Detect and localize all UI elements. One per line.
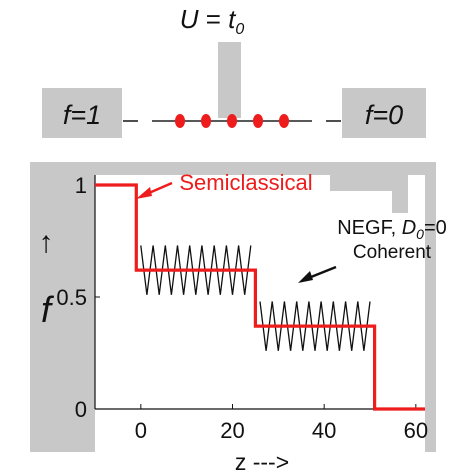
device-schematic: U = t0 f=1 f=0 <box>42 4 426 138</box>
channel-dot <box>279 114 289 128</box>
x-tick-label: 60 <box>404 418 428 443</box>
x-tick-label: 20 <box>220 418 244 443</box>
right-contact-shadow <box>330 175 408 191</box>
coherent-annotation: Coherent <box>353 242 432 263</box>
semiclassical-series-line <box>95 183 425 411</box>
negf-annotation: NEGF, D0=0 <box>337 217 447 242</box>
channel-dot <box>253 114 263 128</box>
negf-series-segment-2 <box>259 301 371 351</box>
semiclassical-annotation: Semiclassical <box>179 170 312 195</box>
x-tick-label: 40 <box>312 418 336 443</box>
x-axis-label: z ---> <box>235 449 289 473</box>
y-axis-arrow: ↑ <box>39 226 54 259</box>
negf-series-segment-1 <box>140 245 252 295</box>
right-contact <box>342 88 426 138</box>
left-contact <box>42 88 122 138</box>
channel-dots <box>175 114 289 128</box>
left-contact-label: f=1 <box>63 100 101 130</box>
semiclassical-arrowhead <box>136 187 152 199</box>
plot-area <box>95 175 425 410</box>
channel-dot <box>227 114 237 128</box>
chart: 0 20 40 60 0 0.5 1 <box>56 173 428 443</box>
right-contact-shadow-side <box>392 175 408 213</box>
potential-barrier <box>218 42 241 118</box>
x-axis-strip <box>95 410 425 455</box>
y-tick-label: 0.5 <box>56 285 87 310</box>
potential-label: U = t0 <box>180 4 245 38</box>
x-tick-label: 0 <box>135 418 147 443</box>
coherent-arrowhead <box>298 271 313 283</box>
right-contact-label: f=0 <box>365 100 403 130</box>
y-tick-label: 1 <box>75 173 87 198</box>
y-tick-label: 0 <box>75 397 87 422</box>
channel-dot <box>201 114 211 128</box>
channel-dot <box>175 114 185 128</box>
